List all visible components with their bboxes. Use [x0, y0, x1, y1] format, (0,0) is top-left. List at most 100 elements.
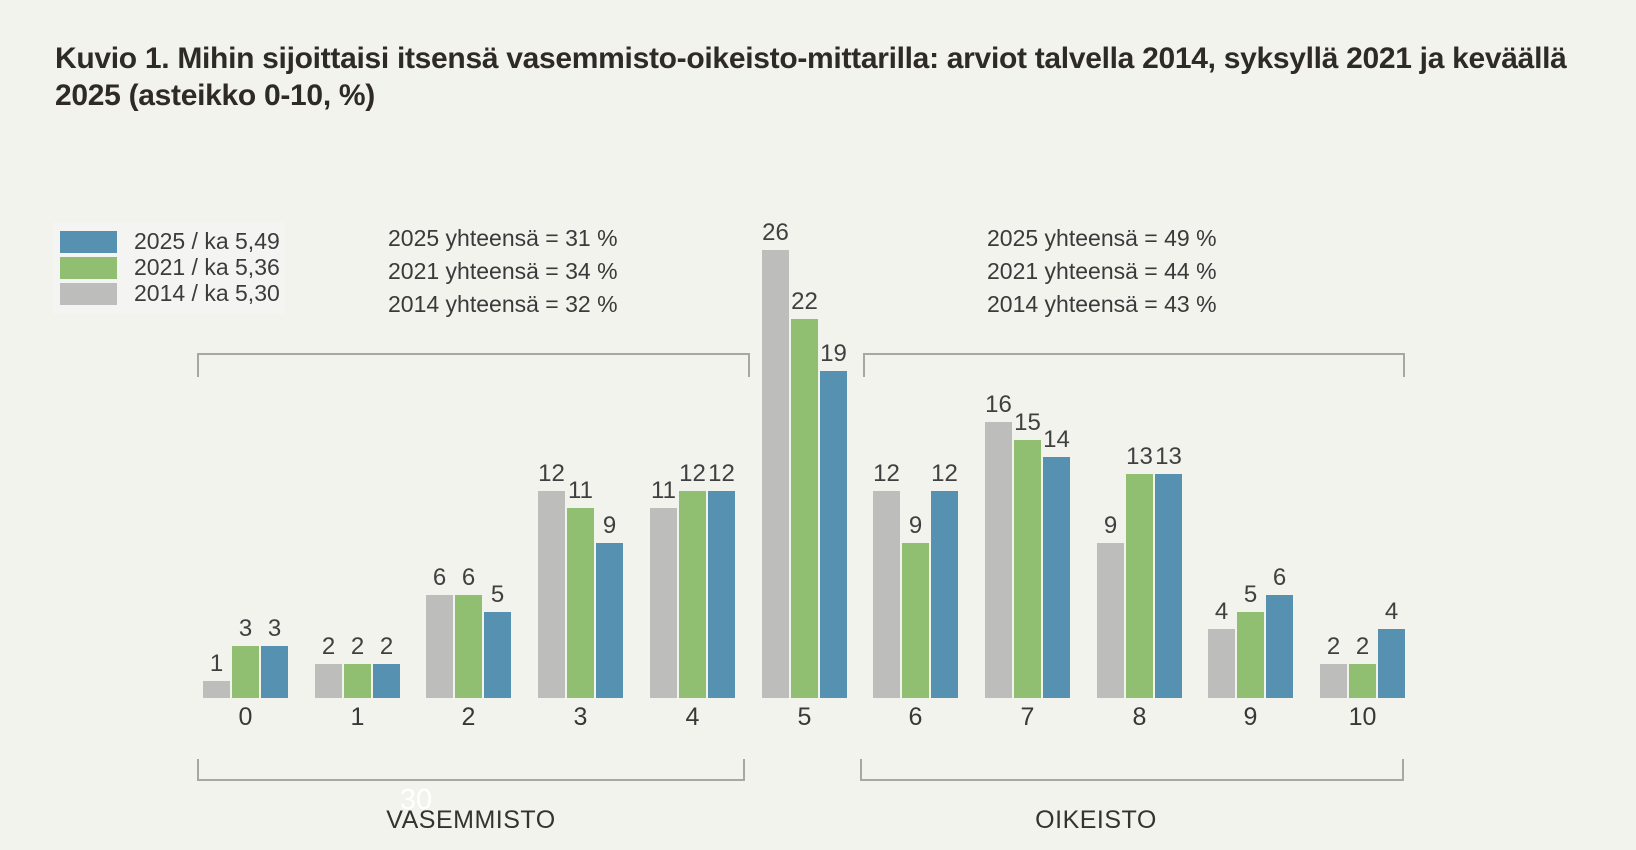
bar-column: 12: [873, 462, 900, 698]
x-tick-label: 1: [350, 703, 365, 731]
bar-group-8: 9 13 13: [1097, 445, 1182, 698]
bar-value-label: 11: [651, 477, 676, 504]
bar-value-label: 19: [820, 340, 847, 367]
bar-column: 2: [1349, 635, 1376, 698]
bar: [1349, 664, 1376, 698]
bar-column: 15: [1014, 411, 1041, 698]
bar-value-label: 3: [238, 615, 253, 642]
bar-value-label: 26: [762, 219, 789, 246]
bar: [873, 491, 900, 698]
bar: [679, 491, 706, 698]
bar-value-label: 11: [568, 477, 593, 504]
bar-column: 13: [1126, 445, 1153, 698]
bar-column: 16: [985, 393, 1012, 698]
bar-column: 4: [1208, 600, 1235, 698]
bar: [373, 664, 400, 698]
bar-column: 1: [203, 652, 230, 698]
bar-value-label: 6: [432, 564, 447, 591]
bar-column: 26: [762, 221, 789, 698]
x-tick-label: 0: [238, 703, 253, 731]
bar: [1014, 440, 1041, 698]
bar-value-label: 22: [791, 288, 818, 315]
totals-right-2014: 2014 yhteensä = 43 %: [987, 291, 1217, 317]
bar-value-label: 12: [538, 460, 565, 487]
bar-value-label: 9: [602, 512, 617, 539]
bar-value-label: 1: [209, 650, 224, 677]
bar-value-label: 9: [908, 512, 923, 539]
bar-group-6: 12 9 12: [873, 462, 958, 698]
bar: [203, 681, 230, 698]
totals-left-2021: 2021 yhteensä = 34 %: [388, 258, 618, 284]
bar-column: 9: [1097, 514, 1124, 698]
bar-column: 4: [1378, 600, 1405, 698]
bar: [708, 491, 735, 698]
legend-label: 2021 / ka 5,36: [134, 254, 280, 280]
bar-value-label: 2: [1355, 633, 1370, 660]
bar-value-label: 2: [1326, 633, 1341, 660]
legend-item-2021: 2021 / ka 5,36: [60, 254, 285, 280]
bar-value-label: 13: [1126, 443, 1153, 470]
bar-column: 6: [426, 566, 453, 698]
legend-swatch-2021: [60, 256, 117, 279]
bar-value-label: 4: [1214, 598, 1229, 625]
bar-column: 12: [538, 462, 565, 698]
bar-column: 11: [650, 479, 677, 698]
bar: [791, 319, 818, 698]
x-tick-label: 4: [685, 703, 700, 731]
legend-label: 2014 / ka 5,30: [134, 280, 280, 306]
chart-title: Kuvio 1. Mihin sijoittaisi itsensä vasem…: [55, 42, 1567, 112]
bracket-top-right: [863, 353, 1405, 377]
bar-value-label: 2: [321, 633, 336, 660]
bar-column: 3: [232, 617, 259, 698]
bar: [1208, 629, 1235, 698]
bar: [232, 646, 259, 698]
page-number: 30: [399, 784, 433, 816]
bar-column: 2: [344, 635, 371, 698]
bracket-bottom-right: [860, 759, 1404, 781]
legend: 2025 / ka 5,49 2021 / ka 5,36 2014 / ka …: [53, 222, 285, 314]
bar-value-label: 5: [1243, 581, 1258, 608]
bar-column: 5: [484, 583, 511, 698]
bar-column: 2: [373, 635, 400, 698]
bar-value-label: 5: [490, 581, 505, 608]
bar-value-label: 9: [1103, 512, 1118, 539]
x-tick-label: 7: [1020, 703, 1035, 731]
totals-right-2025: 2025 yhteensä = 49 %: [987, 225, 1217, 251]
bar: [931, 491, 958, 698]
bar-column: 12: [931, 462, 958, 698]
legend-label: 2025 / ka 5,49: [134, 228, 280, 254]
totals-right-2021: 2021 yhteensä = 44 %: [987, 258, 1217, 284]
bar-value-label: 4: [1384, 598, 1399, 625]
bar: [1378, 629, 1405, 698]
legend-item-2014: 2014 / ka 5,30: [60, 280, 285, 306]
totals-left-block: 2025 yhteensä = 31 % 2021 yhteensä = 34 …: [388, 222, 618, 321]
bar: [484, 612, 511, 698]
totals-left-2025: 2025 yhteensä = 31 %: [388, 225, 618, 251]
x-tick-label: 10: [1348, 703, 1377, 731]
bar: [315, 664, 342, 698]
axis-group-label-vasemmisto: VASEMMISTO: [386, 806, 556, 834]
legend-swatch-2025: [60, 230, 117, 253]
bar: [1155, 474, 1182, 698]
bar: [261, 646, 288, 698]
bar-column: 14: [1043, 428, 1070, 698]
bar-column: 2: [315, 635, 342, 698]
bar-group-4: 11 12 12: [650, 462, 735, 698]
bar-column: 9: [596, 514, 623, 698]
bar-value-label: 12: [708, 460, 735, 487]
bar-value-label: 14: [1043, 426, 1070, 453]
bar-column: 12: [708, 462, 735, 698]
bar-value-label: 3: [267, 615, 282, 642]
bar-column: 3: [261, 617, 288, 698]
bar-column: 6: [455, 566, 482, 698]
bar-value-label: 16: [985, 391, 1012, 418]
x-tick-label: 5: [797, 703, 812, 731]
bar: [650, 508, 677, 698]
x-tick-label: 6: [908, 703, 923, 731]
bar: [820, 371, 847, 698]
bar: [1097, 543, 1124, 698]
bar-value-label: 12: [931, 460, 958, 487]
